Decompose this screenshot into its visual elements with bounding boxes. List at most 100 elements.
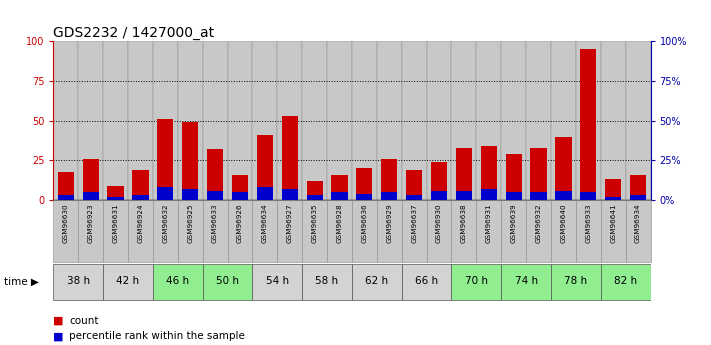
FancyBboxPatch shape xyxy=(53,200,78,262)
Bar xyxy=(451,41,476,200)
FancyBboxPatch shape xyxy=(302,264,352,300)
Text: GSM96637: GSM96637 xyxy=(411,203,417,243)
FancyBboxPatch shape xyxy=(551,264,601,300)
Text: GSM96630: GSM96630 xyxy=(63,203,69,243)
Bar xyxy=(331,175,348,200)
FancyBboxPatch shape xyxy=(228,200,252,262)
Bar xyxy=(302,41,327,200)
Text: GSM96635: GSM96635 xyxy=(311,203,318,243)
Bar xyxy=(551,41,576,200)
Bar xyxy=(182,122,198,200)
FancyBboxPatch shape xyxy=(153,200,178,262)
Bar xyxy=(601,41,626,200)
Text: GSM96926: GSM96926 xyxy=(237,203,243,243)
FancyBboxPatch shape xyxy=(277,200,302,262)
Text: 62 h: 62 h xyxy=(365,276,388,286)
Bar xyxy=(626,41,651,200)
Text: GSM96631: GSM96631 xyxy=(112,203,119,243)
Bar xyxy=(58,171,74,200)
Text: GSM96639: GSM96639 xyxy=(510,203,517,243)
Bar xyxy=(252,41,277,200)
Bar xyxy=(406,195,422,200)
Text: percentile rank within the sample: percentile rank within the sample xyxy=(69,332,245,341)
Bar xyxy=(157,187,173,200)
FancyBboxPatch shape xyxy=(526,200,551,262)
FancyBboxPatch shape xyxy=(352,264,402,300)
Bar xyxy=(232,175,248,200)
Text: GSM96634: GSM96634 xyxy=(262,203,268,243)
Text: GSM96633: GSM96633 xyxy=(212,203,218,243)
Bar xyxy=(257,187,273,200)
Text: GSM96636: GSM96636 xyxy=(361,203,368,243)
Bar xyxy=(257,135,273,200)
Bar xyxy=(576,41,601,200)
Bar xyxy=(630,195,646,200)
Text: 38 h: 38 h xyxy=(67,276,90,286)
Bar xyxy=(282,116,298,200)
FancyBboxPatch shape xyxy=(203,200,228,262)
Bar xyxy=(157,119,173,200)
FancyBboxPatch shape xyxy=(252,200,277,262)
Bar xyxy=(377,41,402,200)
Bar xyxy=(456,148,472,200)
Bar xyxy=(82,192,99,200)
Bar xyxy=(456,190,472,200)
Bar xyxy=(501,41,526,200)
Text: GSM96932: GSM96932 xyxy=(535,203,542,243)
Text: time ▶: time ▶ xyxy=(4,277,38,287)
Bar xyxy=(481,189,497,200)
Bar xyxy=(277,41,302,200)
Bar xyxy=(53,41,78,200)
Text: GSM96931: GSM96931 xyxy=(486,203,492,243)
Bar xyxy=(153,41,178,200)
Bar xyxy=(431,190,447,200)
FancyBboxPatch shape xyxy=(601,200,626,262)
Bar xyxy=(530,192,547,200)
Text: GSM96640: GSM96640 xyxy=(560,203,567,243)
Bar xyxy=(476,41,501,200)
FancyBboxPatch shape xyxy=(327,200,352,262)
Bar xyxy=(327,41,352,200)
Text: GSM96641: GSM96641 xyxy=(610,203,616,243)
Text: GSM96927: GSM96927 xyxy=(287,203,293,243)
FancyBboxPatch shape xyxy=(377,200,402,262)
Bar xyxy=(406,170,422,200)
Bar xyxy=(203,41,228,200)
Bar xyxy=(103,41,128,200)
FancyBboxPatch shape xyxy=(576,200,601,262)
Bar xyxy=(128,41,153,200)
Text: 66 h: 66 h xyxy=(415,276,438,286)
FancyBboxPatch shape xyxy=(302,200,327,262)
FancyBboxPatch shape xyxy=(626,200,651,262)
Bar xyxy=(530,148,547,200)
Text: 42 h: 42 h xyxy=(117,276,139,286)
FancyBboxPatch shape xyxy=(103,200,128,262)
Text: GSM96925: GSM96925 xyxy=(187,203,193,243)
FancyBboxPatch shape xyxy=(451,264,501,300)
Bar xyxy=(605,179,621,200)
Text: ■: ■ xyxy=(53,316,64,326)
Text: 50 h: 50 h xyxy=(216,276,239,286)
FancyBboxPatch shape xyxy=(178,200,203,262)
FancyBboxPatch shape xyxy=(451,200,476,262)
Bar xyxy=(306,195,323,200)
Bar xyxy=(555,137,572,200)
Bar xyxy=(82,159,99,200)
Text: ■: ■ xyxy=(53,332,64,341)
Text: count: count xyxy=(69,316,98,326)
Bar xyxy=(427,41,451,200)
Bar xyxy=(282,189,298,200)
Text: GSM96929: GSM96929 xyxy=(386,203,392,243)
Bar xyxy=(306,181,323,200)
FancyBboxPatch shape xyxy=(203,264,252,300)
FancyBboxPatch shape xyxy=(551,200,576,262)
Text: GSM96638: GSM96638 xyxy=(461,203,467,243)
FancyBboxPatch shape xyxy=(402,200,427,262)
Bar xyxy=(580,192,597,200)
FancyBboxPatch shape xyxy=(501,264,551,300)
Bar xyxy=(207,149,223,200)
Text: 78 h: 78 h xyxy=(565,276,587,286)
Text: 82 h: 82 h xyxy=(614,276,637,286)
FancyBboxPatch shape xyxy=(601,264,651,300)
Bar xyxy=(630,175,646,200)
